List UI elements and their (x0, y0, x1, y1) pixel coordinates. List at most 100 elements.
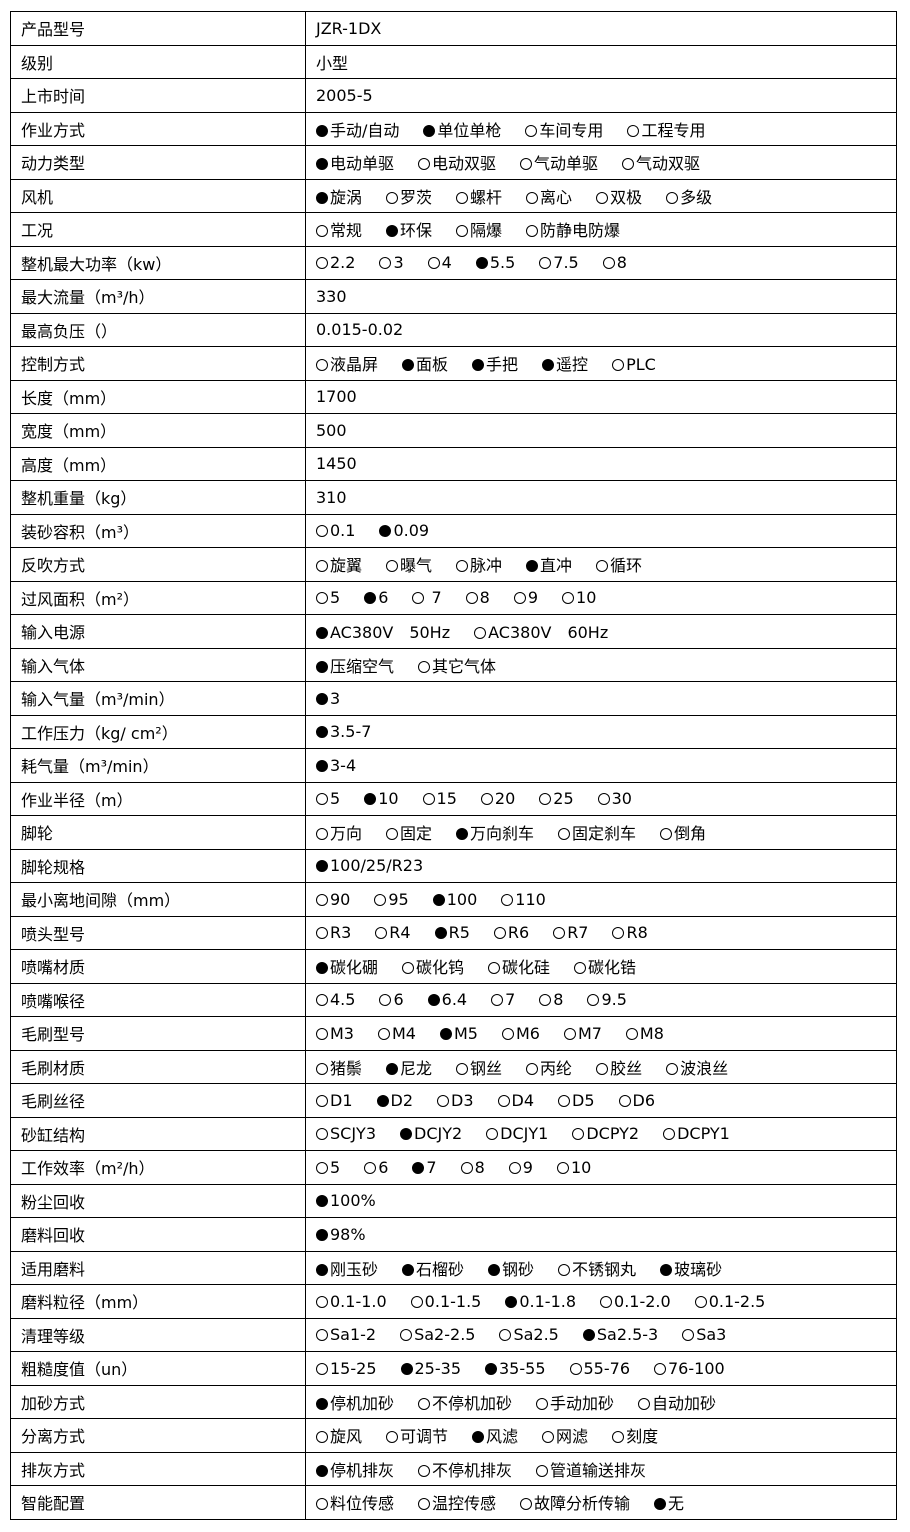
spec-option: 倒角 (660, 820, 706, 844)
empty-circle-icon (316, 257, 328, 270)
empty-circle-icon (316, 359, 328, 372)
empty-circle-icon (410, 1295, 423, 1308)
spec-option: 不停机加砂 (418, 1390, 512, 1414)
option-label: 刚玉砂 (330, 1259, 379, 1279)
spec-option: 遥控 (542, 351, 588, 375)
option-label: 8 (553, 990, 564, 1010)
option-label: 5.5 (489, 253, 516, 273)
option-label: 无 (668, 1494, 685, 1514)
spec-row: 最大流量（m³/h） 330 (10, 279, 897, 314)
spec-label: 毛刷型号 (10, 1016, 306, 1051)
empty-circle-icon (520, 158, 533, 171)
option-label: 面板 (416, 355, 449, 375)
spec-option: Sa2.5 (499, 1325, 559, 1344)
empty-circle-icon (493, 927, 506, 940)
empty-circle-icon (427, 257, 440, 270)
option-label: 7.5 (553, 253, 579, 273)
spec-option: 刚玉砂 (316, 1256, 378, 1280)
spec-option: 3 (316, 689, 340, 708)
spec-option: DCJY2 (400, 1124, 462, 1143)
spec-option: 0.1-1.8 (505, 1292, 576, 1311)
spec-row: 最小离地间隙（mm） 90 95 100 110 (10, 882, 897, 917)
filled-circle-icon (316, 191, 328, 204)
spec-label: 粉尘回收 (10, 1183, 306, 1218)
filled-circle-icon (316, 158, 328, 171)
filled-circle-icon (316, 124, 328, 137)
spec-option: 15 (422, 789, 457, 808)
spec-value: 100/25/R23 (305, 848, 897, 883)
spec-value: R3 R4 R5 R6 R7 R8 (305, 915, 897, 950)
empty-circle-icon (316, 560, 328, 573)
spec-label: 反吹方式 (10, 547, 306, 582)
empty-circle-icon (316, 1362, 328, 1375)
option-label: 不停机排灰 (432, 1460, 513, 1480)
option-label: 罗茨 (400, 187, 433, 207)
spec-label: 分离方式 (10, 1418, 306, 1453)
option-label: 液晶屏 (330, 355, 379, 375)
spec-row: 砂缸结构 SCJY3 DCJY2 DCJY1 DCPY2 DCPY1 (10, 1116, 897, 1151)
option-label: 0.1-1.5 (424, 1291, 482, 1311)
spec-option: R4 (375, 923, 411, 942)
empty-circle-icon (660, 828, 673, 841)
option-label: 6.4 (441, 990, 468, 1010)
spec-option: 90 (316, 890, 350, 909)
empty-circle-icon (556, 1161, 569, 1174)
spec-option: 曝气 (386, 552, 432, 576)
empty-circle-icon (501, 1027, 514, 1040)
spec-option: R8 (612, 923, 648, 942)
spec-option: 3-4 (316, 756, 356, 775)
filled-circle-icon (472, 359, 485, 372)
empty-circle-icon (486, 1128, 499, 1141)
filled-circle-icon (316, 1464, 328, 1477)
option-label: 3-4 (330, 755, 357, 775)
option-label: 停机加砂 (330, 1393, 395, 1413)
spec-label: 输入气量（m³/min） (10, 681, 306, 716)
empty-circle-icon (542, 1431, 555, 1444)
spec-option: 25-35 (400, 1358, 462, 1378)
empty-circle-icon (316, 1431, 328, 1444)
spec-label: 高度（mm） (10, 446, 306, 481)
spec-option: D5 (558, 1091, 595, 1110)
spec-label: 磨料回收 (10, 1217, 306, 1252)
option-label: 故障分析传输 (534, 1494, 631, 1514)
option-label: 4.5 (330, 990, 356, 1010)
empty-circle-icon (456, 560, 469, 573)
spec-option: 5 (316, 588, 340, 607)
spec-row: 动力类型 电动单驱 电动双驱 气动单驱 气动双驱 (10, 145, 897, 180)
spec-value: 液晶屏 面板 手把 遥控 PLC (305, 346, 897, 381)
filled-circle-icon (654, 1498, 667, 1511)
spec-option: 10 (364, 789, 399, 809)
spec-row: 分离方式 旋风 可调节 风滤 网滤 刻度 (10, 1418, 897, 1453)
option-label: 电动单驱 (330, 154, 395, 174)
option-label: 工程专用 (641, 120, 706, 140)
spec-label: 喷头型号 (10, 915, 306, 950)
option-label: 98% (330, 1224, 366, 1244)
option-label: 25 (553, 789, 574, 809)
spec-option: M5 (439, 1024, 478, 1043)
spec-label: 工作效率（m²/h） (10, 1150, 306, 1185)
option-label: 10 (378, 789, 399, 809)
spec-value: 3.5-7 (305, 714, 897, 749)
option-label: D2 (390, 1090, 414, 1110)
empty-circle-icon (316, 1128, 328, 1141)
option-label: 6 (378, 1157, 389, 1177)
empty-circle-icon (375, 927, 388, 940)
empty-circle-icon (526, 1062, 539, 1075)
spec-value: 3 (305, 681, 897, 716)
spec-option: M8 (625, 1024, 664, 1043)
spec-label: 风机 (10, 178, 306, 213)
spec-label: 适用磨料 (10, 1250, 306, 1285)
empty-circle-icon (602, 257, 615, 270)
spec-value: 0.015-0.02 (305, 312, 897, 347)
spec-value: 1700 (305, 379, 897, 414)
option-label: 8 (616, 253, 627, 273)
option-label: 25-35 (414, 1358, 462, 1378)
spec-option: 玻璃砂 (660, 1256, 722, 1280)
spec-option: 碳化硅 (488, 954, 550, 978)
spec-option: 常规 (316, 217, 362, 241)
filled-circle-icon (316, 627, 328, 640)
empty-circle-icon (316, 927, 328, 940)
empty-circle-icon (526, 191, 539, 204)
empty-circle-icon (316, 225, 328, 238)
spec-label: 长度（mm） (10, 379, 306, 414)
